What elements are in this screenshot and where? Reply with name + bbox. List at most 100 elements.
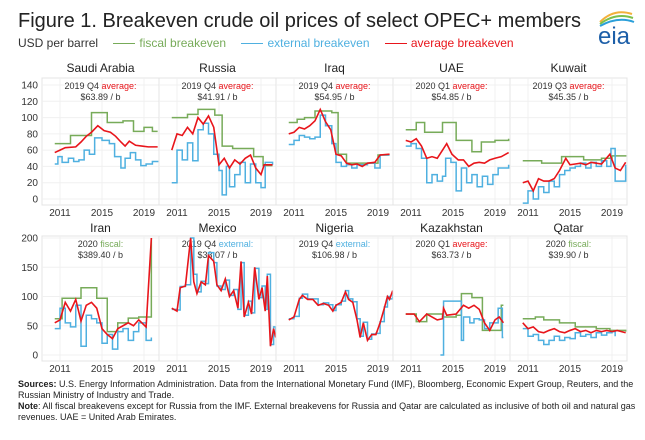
y-tick-label: 140 (21, 81, 38, 92)
x-tick-label: 2011 (166, 364, 188, 375)
panel-title: Iran (90, 221, 111, 235)
note-kind: average: (453, 239, 488, 249)
panel-title: Kazakhstan (420, 221, 483, 235)
panel-note-value: $41.91 / b (197, 92, 237, 102)
note-kind: external: (336, 239, 371, 249)
external-breakeven-line (54, 304, 153, 350)
average-breakeven-line (171, 237, 276, 347)
y-tick-label: 200 (21, 234, 38, 245)
x-tick-label: 2015 (91, 208, 114, 219)
x-tick-label: 2015 (442, 208, 465, 219)
average-breakeven-line (54, 124, 158, 154)
panel-title: Kuwait (550, 61, 587, 75)
panel-title: Russia (199, 61, 236, 75)
y-tick-label: 40 (27, 162, 39, 173)
panel-saudi-arabia: 2011 2015 2019 Saudi Arabia 2019 Q4 average:… (41, 61, 160, 219)
x-tick-label: 2011 (49, 364, 71, 375)
note-kind: fiscal: (100, 239, 123, 249)
note: Note: All fiscal breakevens except for R… (18, 401, 638, 423)
panel-note-value: $39.90 / b (548, 250, 588, 260)
average-breakeven-line (288, 107, 390, 168)
fiscal-breakeven-line (54, 238, 153, 333)
panel-note-value: $45.35 / b (548, 92, 588, 102)
x-tick-label: 2019 (601, 364, 624, 375)
note-kind: average: (570, 81, 605, 91)
panel-note: 2020 fiscal: (546, 239, 592, 249)
note-label: Note (18, 401, 38, 411)
note-text: : All fiscal breakevens except for Russi… (18, 401, 636, 422)
y-tick-label: 0 (32, 195, 38, 206)
average-breakeven-line (522, 152, 627, 193)
panel-frame (158, 77, 277, 206)
svg-text:eia: eia (598, 23, 631, 48)
panel-frame (275, 77, 394, 206)
fiscal-breakeven-line (405, 121, 510, 153)
note-period: 2019 Q3 (532, 81, 569, 91)
average-breakeven-line (54, 237, 153, 340)
panel-frame (275, 235, 394, 362)
x-tick-label: 2019 (484, 208, 507, 219)
x-tick-label: 2019 (250, 364, 273, 375)
x-tick-label: 2015 (559, 364, 582, 375)
panel-frame (41, 77, 160, 206)
y-tick-label: 20 (27, 178, 39, 189)
panel-note: 2019 Q4 average: (64, 81, 136, 91)
x-tick-label: 2019 (367, 208, 390, 219)
panel-note-value: $106.98 / b (312, 250, 357, 260)
panel-kazakhstan: 2011 2015 2019 Kazakhstan 2020 Q1 average:$6… (392, 221, 511, 375)
panel-note: 2019 Q4 average: (298, 81, 370, 91)
panel-russia: 2011 2015 2019 Russia 2019 Q4 average:$41.91… (158, 61, 277, 219)
panel-title: Iraq (324, 61, 345, 75)
panel-uae: 2011 2015 2019 UAE 2020 Q1 average:$54.85 / … (392, 61, 511, 219)
x-tick-label: 2015 (325, 208, 348, 219)
panel-note-value: $54.95 / b (314, 92, 354, 102)
panel-note: 2019 Q4 external: (299, 239, 371, 249)
fiscal-breakeven-line (54, 111, 158, 145)
fiscal-breakeven-line (171, 108, 273, 167)
panel-iraq: 2011 2015 2019 Iraq 2019 Q4 average:$54.95 /… (275, 61, 394, 219)
note-period: 2020 (546, 239, 569, 249)
note-kind: average: (336, 81, 371, 91)
panel-mexico: 2011 2015 2019 Mexico 2019 Q4 external:$33.0… (158, 221, 277, 375)
panel-note: 2019 Q3 average: (532, 81, 604, 91)
legend-fiscal-label: fiscal breakeven (139, 36, 227, 50)
x-tick-label: 2019 (367, 364, 390, 375)
note-period: 2019 Q4 (181, 81, 218, 91)
x-tick-label: 2015 (559, 208, 582, 219)
x-tick-label: 2015 (208, 208, 231, 219)
x-tick-label: 2015 (325, 364, 348, 375)
y-tick-label: 100 (21, 113, 38, 124)
legend-external-label: external breakeven (267, 36, 370, 50)
x-tick-label: 2015 (208, 364, 231, 375)
x-tick-label: 2019 (133, 208, 156, 219)
panel-note-value: $63.73 / b (431, 250, 471, 260)
average-breakeven-line (405, 304, 505, 332)
panel-title: Saudi Arabia (66, 61, 134, 75)
x-tick-label: 2015 (91, 364, 114, 375)
note-kind: average: (102, 81, 137, 91)
x-tick-label: 2019 (133, 364, 156, 375)
panel-note: 2020 Q1 average: (415, 81, 487, 91)
y-tick-label: 0 (32, 351, 38, 362)
panel-note: 2020 fiscal: (78, 239, 124, 249)
x-tick-label: 2011 (166, 208, 188, 219)
x-tick-label: 2011 (283, 364, 305, 375)
y-tick-label: 50 (27, 321, 39, 332)
y-tick-label: 60 (27, 146, 39, 157)
y-tick-label: 100 (21, 292, 38, 303)
note-kind: external: (219, 239, 254, 249)
external-breakeven-line (54, 137, 159, 169)
panel-frame (509, 235, 628, 362)
footnotes: Sources: U.S. Energy Information Adminis… (18, 379, 638, 423)
note-kind: average: (219, 81, 254, 91)
panel-title: Qatar (553, 221, 583, 235)
panel-title: Nigeria (315, 221, 353, 235)
y-tick-label: 150 (21, 263, 38, 274)
average-breakeven-line (522, 322, 626, 334)
note-period: 2019 Q4 (298, 81, 335, 91)
legend-row: USD per barrel fiscal breakeven external… (18, 36, 514, 50)
sources-label: Sources: (18, 379, 57, 389)
external-breakeven-line (171, 122, 274, 196)
unit-label: USD per barrel (18, 36, 99, 50)
